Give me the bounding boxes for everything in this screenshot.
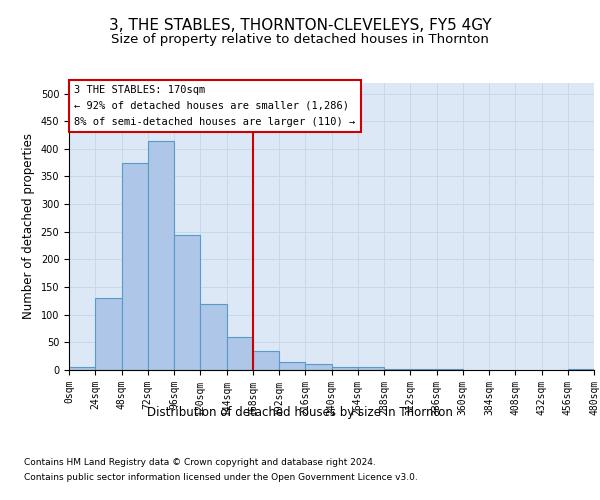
Bar — [384, 369, 410, 370]
Bar — [95, 298, 121, 370]
Bar — [121, 162, 148, 370]
Bar — [410, 369, 437, 370]
Bar — [279, 362, 305, 370]
Text: Distribution of detached houses by size in Thornton: Distribution of detached houses by size … — [147, 406, 453, 419]
Text: 3, THE STABLES, THORNTON-CLEVELEYS, FY5 4GY: 3, THE STABLES, THORNTON-CLEVELEYS, FY5 … — [109, 18, 491, 32]
Bar — [148, 140, 174, 370]
Text: Size of property relative to detached houses in Thornton: Size of property relative to detached ho… — [111, 32, 489, 46]
Bar — [174, 234, 200, 370]
Bar — [253, 350, 279, 370]
Bar — [358, 367, 384, 370]
Text: Contains HM Land Registry data © Crown copyright and database right 2024.: Contains HM Land Registry data © Crown c… — [24, 458, 376, 467]
Bar — [200, 304, 227, 370]
Bar — [331, 367, 358, 370]
Bar — [305, 364, 331, 370]
Text: 3 THE STABLES: 170sqm
← 92% of detached houses are smaller (1,286)
8% of semi-de: 3 THE STABLES: 170sqm ← 92% of detached … — [74, 86, 355, 126]
Y-axis label: Number of detached properties: Number of detached properties — [22, 133, 35, 320]
Bar — [227, 337, 253, 370]
Bar — [69, 367, 95, 370]
Text: Contains public sector information licensed under the Open Government Licence v3: Contains public sector information licen… — [24, 473, 418, 482]
